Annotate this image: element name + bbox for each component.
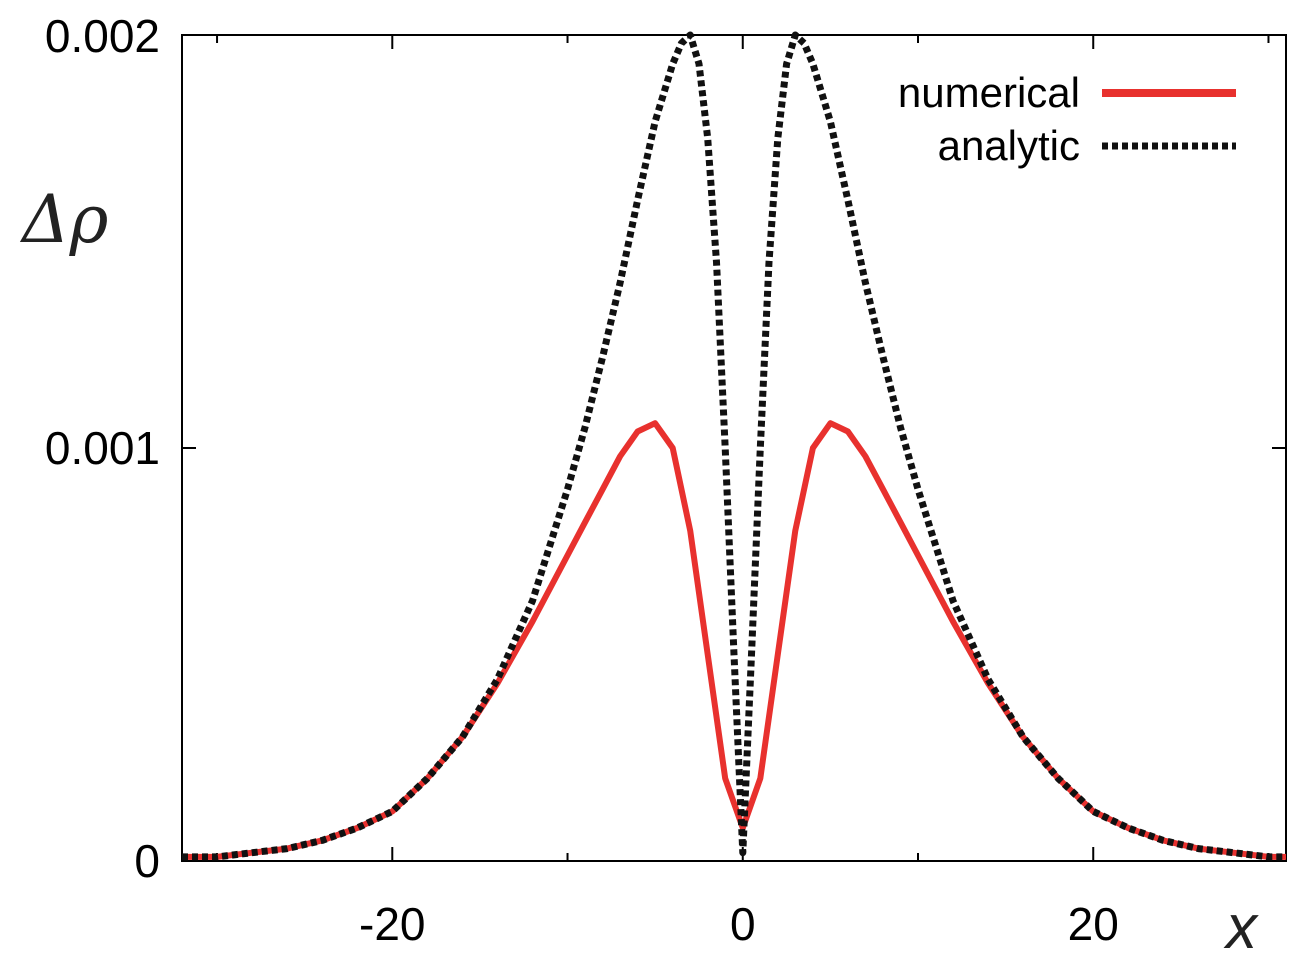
legend-label-numerical: numerical bbox=[898, 69, 1080, 116]
plot-frame bbox=[181, 34, 1287, 862]
legend-label-analytic: analytic bbox=[938, 122, 1080, 169]
y-tick-label: 0.001 bbox=[45, 422, 160, 474]
x-axis-label: x bbox=[1223, 893, 1259, 962]
y-tick-label: 0 bbox=[134, 835, 160, 887]
series-line-analytic bbox=[182, 31, 1286, 861]
x-tick-label: -20 bbox=[359, 898, 425, 950]
x-tick-label: 20 bbox=[1068, 898, 1119, 950]
y-axis-label: Δρ bbox=[19, 181, 109, 258]
y-tick-label: 0.002 bbox=[45, 10, 160, 62]
x-tick-label: 0 bbox=[730, 898, 756, 950]
legend: numerical analytic bbox=[898, 69, 1236, 169]
series-layer bbox=[182, 31, 1286, 861]
ticks-layer: -20 0 20 0 0.001 0.002 bbox=[45, 10, 1286, 950]
